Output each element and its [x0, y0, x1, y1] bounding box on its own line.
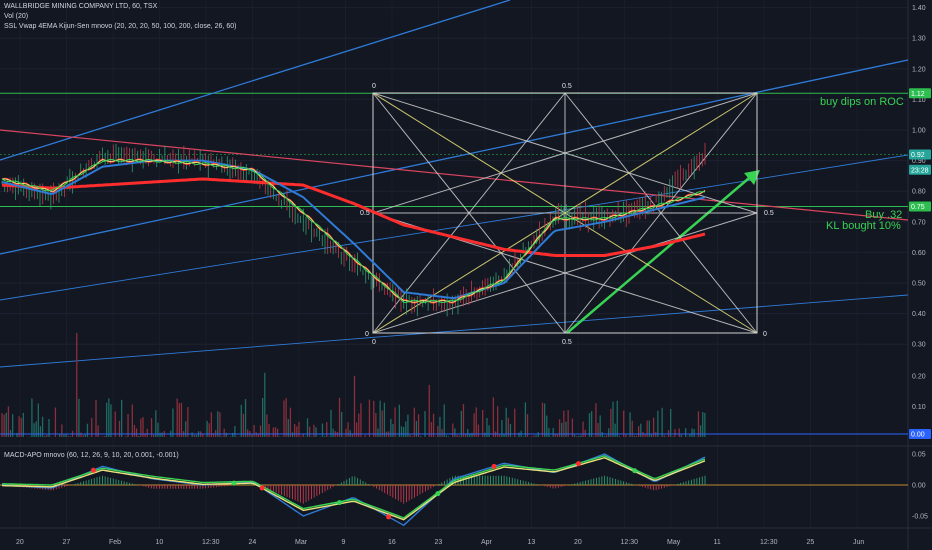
price-tick-label: 1.20: [912, 66, 926, 73]
price-tick-label: 0.90: [912, 158, 926, 165]
price-axis[interactable]: 1.40 1.30 1.20 1.10 1.00 0.90 0.80 0.70 0.60 0.50…: [909, 5, 931, 521]
macd-line: [1, 456, 706, 521]
macd-cross-dot: [386, 514, 392, 520]
volume-tick-label: 0.20: [912, 373, 926, 380]
macd-cross-dot: [90, 467, 96, 473]
gann-label-mid-left: 0.5: [360, 210, 370, 217]
time-tick-label: 20: [16, 539, 24, 546]
macd-cross-dot: [435, 491, 441, 497]
price-tick-label: 0.50: [912, 281, 926, 288]
price-tick-label: 1.40: [912, 5, 926, 12]
price-tag-label: 0.75: [911, 204, 925, 211]
trendline: [0, 0, 511, 161]
gann-line: [372, 92, 758, 214]
macd-legend[interactable]: MACD-APO mnovo (60, 12, 26, 9, 10, 20, 0…: [4, 452, 179, 459]
time-tick-label: 20: [574, 539, 582, 546]
series-line: [1, 159, 706, 303]
macd-pane: [0, 453, 908, 527]
time-tick-label: 9: [342, 539, 346, 546]
gann-line: [564, 92, 758, 334]
price-tag-label: 1.12: [911, 91, 925, 98]
volume-tick-label: 0.10: [912, 404, 926, 411]
macd-line: [2, 455, 706, 519]
gann-box[interactable]: [372, 92, 758, 334]
price-tick-label: 1.30: [912, 36, 926, 43]
price-tag: [909, 149, 931, 160]
annotation-kl-bought: KL bought 10%: [826, 220, 901, 232]
annotation-buy: Buy .32: [865, 209, 902, 221]
time-tick-label: Feb: [109, 539, 121, 546]
time-tick-label: Mar: [295, 539, 308, 546]
time-axis[interactable]: 20 27 Feb 10 12:30 24 Mar 9 16 23 Apr 13 20 12:30 May 1…: [16, 539, 864, 546]
trendline: [566, 172, 756, 334]
trendline: [0, 59, 909, 255]
time-tick-label: 16: [388, 539, 396, 546]
gann-label-bottom-right: 0: [763, 331, 767, 338]
price-tick-label: 1.10: [912, 97, 926, 104]
gann-labels: 0 0.5 0.5 0.5 0 0 0.5 0: [360, 83, 774, 346]
trendline: [0, 154, 909, 301]
macd-tick-label: 0.05: [912, 452, 926, 459]
arrow-head: [744, 170, 760, 185]
time-tick-label: Jun: [853, 539, 864, 546]
gann-label-bottom-left-b: 0: [372, 339, 376, 346]
time-tick-label: 12:30: [621, 539, 639, 546]
series-line: [1, 159, 706, 300]
price-tick-label: 0.30: [912, 342, 926, 349]
indicator-legend[interactable]: SSL Vwap 4EMA Kijun-Sen mnovo (20, 20, 2…: [4, 23, 237, 30]
macd-cross-dot: [336, 500, 342, 506]
time-tick-label: 23: [435, 539, 443, 546]
volume-tag: [909, 429, 931, 439]
annotation-buy-dips: buy dips on ROC: [820, 96, 904, 108]
series-line: [1, 158, 706, 304]
time-tick-label: Apr: [481, 539, 493, 546]
price-tag-label: 0.92: [911, 152, 925, 159]
time-tick-label: 13: [528, 539, 536, 546]
price-tick-label: 1.00: [912, 128, 926, 135]
time-tick-label: May: [667, 539, 681, 546]
gann-label-mid-right: 0.5: [764, 210, 774, 217]
symbol-title[interactable]: WALLBRIDGE MINING COMPANY LTD, 60, TSX: [4, 3, 158, 10]
price-tick-label: 0.60: [912, 250, 926, 257]
price-tag: [909, 201, 931, 212]
price-tick-label: 0.80: [912, 189, 926, 196]
macd-cross-dot: [632, 468, 638, 474]
macd-tick-label: 0.00: [912, 483, 926, 490]
gann-label-bottom-mid: 0.5: [562, 339, 572, 346]
time-tick-label: 12:30: [760, 539, 778, 546]
price-tag: [909, 164, 931, 175]
macd-cross-dot: [575, 461, 581, 467]
macd-cross-dot: [231, 480, 237, 486]
volume-legend[interactable]: Vol (20): [4, 13, 29, 20]
gann-label-bottom-left-a: 0: [365, 331, 369, 338]
gann-label-top-left: 0: [372, 83, 376, 90]
price-tick-label: 0.40: [912, 311, 926, 318]
gann-label-top-mid: 0.5: [562, 83, 572, 90]
time-tick-label: 10: [156, 539, 164, 546]
volume-pane: [0, 332, 908, 437]
volume-tag-label: 0.00: [911, 432, 925, 439]
time-tick-label: 25: [807, 539, 815, 546]
macd-cross-dot: [491, 463, 497, 469]
annotations: buy dips on ROC Buy .32 KL bought 10%: [820, 96, 904, 232]
series-line: [1, 177, 706, 257]
price-tick-label: 0.70: [912, 219, 926, 226]
macd-cross-dot: [259, 485, 265, 491]
trendline: [0, 294, 909, 368]
price-tag: [909, 88, 931, 99]
price-tag-label: 23:28: [911, 167, 929, 174]
time-tick-label: 24: [249, 539, 257, 546]
indicator-lines: [1, 158, 706, 304]
gann-line: [372, 92, 758, 334]
time-tick-label: 12:30: [202, 539, 220, 546]
macd-line: [1, 453, 706, 527]
macd-tick-label: -0.05: [912, 514, 928, 521]
time-tick-label: 27: [63, 539, 71, 546]
time-tick-label: 11: [714, 539, 721, 546]
